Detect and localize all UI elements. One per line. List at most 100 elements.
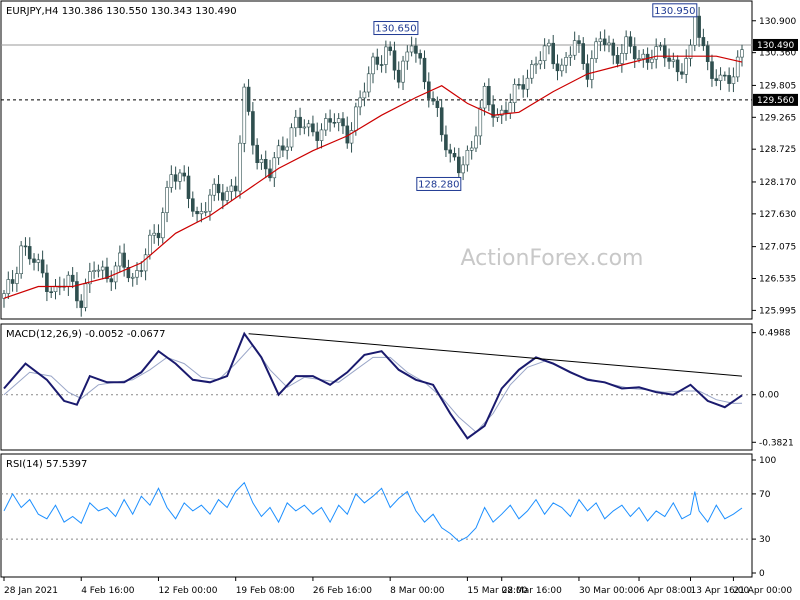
- candle-body: [276, 145, 281, 159]
- candle-body: [130, 276, 135, 279]
- candle-body: [620, 52, 624, 64]
- candle-body: [366, 73, 371, 93]
- candle-body: [306, 123, 311, 128]
- candle-body: [332, 122, 337, 124]
- candle-body: [169, 174, 174, 188]
- candle-body: [100, 266, 105, 271]
- candle-body: [212, 183, 216, 196]
- candle-body: [384, 46, 388, 65]
- candle-body: [15, 273, 19, 284]
- price-y-tick-label: 128.725: [759, 145, 796, 155]
- candle-body: [469, 147, 474, 151]
- candle-body: [456, 156, 461, 174]
- candle-body: [680, 71, 684, 75]
- candle-body: [710, 61, 714, 79]
- candle-body: [182, 172, 186, 177]
- x-tick-label: 8 Mar 00:00: [390, 586, 445, 596]
- price-y-tick-label: 127.630: [759, 210, 796, 220]
- candle-body: [727, 75, 731, 84]
- x-tick-label: 26 Feb 16:00: [313, 586, 372, 596]
- candle-body: [191, 198, 195, 212]
- candle-body: [529, 64, 534, 79]
- candle-body: [598, 38, 603, 43]
- candle-body: [444, 134, 448, 151]
- candle-body: [371, 56, 375, 75]
- rsi-label: RSI(14) 57.5397: [6, 459, 87, 470]
- candle-body: [705, 45, 710, 62]
- candle-body: [692, 15, 697, 46]
- candle-body: [486, 86, 491, 106]
- candle-body: [452, 153, 457, 158]
- macd-y-tick-label: 0.00: [759, 391, 779, 401]
- candle-body: [662, 45, 667, 59]
- symbol-header: EURJPY,H4 130.386 130.550 130.343 130.49…: [6, 6, 237, 17]
- candle-body: [135, 270, 139, 278]
- candle-body: [542, 45, 547, 62]
- price-y-tick-label: 129.265: [759, 113, 796, 123]
- candle-body: [10, 279, 15, 284]
- candle-body: [208, 194, 212, 212]
- macd-line: [3, 331, 743, 440]
- candle-body: [611, 42, 616, 56]
- candle-body: [49, 291, 54, 294]
- candle-body: [96, 269, 101, 272]
- current-price-tag-label: 130.490: [757, 41, 794, 51]
- rsi-y-tick-label: 100: [759, 456, 776, 466]
- candle-body: [109, 278, 114, 283]
- candle-body: [105, 266, 109, 279]
- candle-body: [122, 252, 126, 268]
- candle-body: [495, 114, 500, 118]
- candle-body: [186, 175, 191, 199]
- price-y-tick-label: 128.170: [759, 178, 796, 188]
- candle-body: [525, 77, 530, 90]
- candle-body: [499, 109, 504, 116]
- rsi-y-tick-label: 30: [759, 535, 771, 545]
- candle-body: [654, 46, 659, 60]
- candle-body: [641, 53, 646, 60]
- candle-body: [577, 40, 581, 44]
- candle-body: [285, 146, 290, 151]
- x-tick-label: 30 Mar 00:00: [579, 586, 639, 596]
- candle-body: [272, 157, 277, 179]
- x-tick-label: 21 Apr 00:00: [733, 586, 792, 596]
- candle-body: [75, 281, 79, 302]
- candle-body: [478, 107, 483, 137]
- candle-body: [143, 254, 148, 272]
- candle-body: [195, 211, 199, 215]
- macd-layer: [1, 331, 752, 440]
- candle-body: [40, 259, 45, 274]
- x-tick-label: 13 Apr 16:00: [691, 586, 750, 596]
- candle-body: [165, 187, 169, 213]
- candle-body: [431, 98, 435, 102]
- macd-trendline: [248, 333, 743, 377]
- candle-body: [23, 245, 28, 248]
- candle-body: [409, 45, 414, 53]
- support-tag-box: [753, 93, 798, 106]
- candle-body: [345, 125, 350, 144]
- candle-body: [714, 78, 719, 81]
- candle-body: [504, 109, 508, 114]
- candle-body: [585, 63, 590, 80]
- price-annotation-box: [373, 21, 419, 36]
- price-layer: 130.650 128.280 130.950: [1, 3, 752, 317]
- candle-body: [203, 211, 208, 213]
- candle-body: [88, 271, 92, 285]
- candle-body: [740, 49, 744, 58]
- candle-body: [66, 274, 71, 288]
- candle-body: [323, 118, 328, 131]
- candle-body: [388, 46, 393, 52]
- candle-body: [302, 126, 307, 129]
- candle-body: [650, 58, 654, 63]
- candle-body: [607, 42, 611, 46]
- price-annotation-label: 128.280: [418, 179, 459, 190]
- candle-body: [491, 104, 495, 118]
- x-tick-label: 12 Feb 00:00: [158, 586, 217, 596]
- candle-body: [722, 74, 727, 77]
- candle-body: [161, 212, 165, 239]
- candle-body: [439, 107, 444, 136]
- candle-body: [375, 56, 380, 65]
- candle-body: [534, 63, 538, 66]
- candle-body: [512, 84, 517, 104]
- candle-body: [349, 130, 354, 144]
